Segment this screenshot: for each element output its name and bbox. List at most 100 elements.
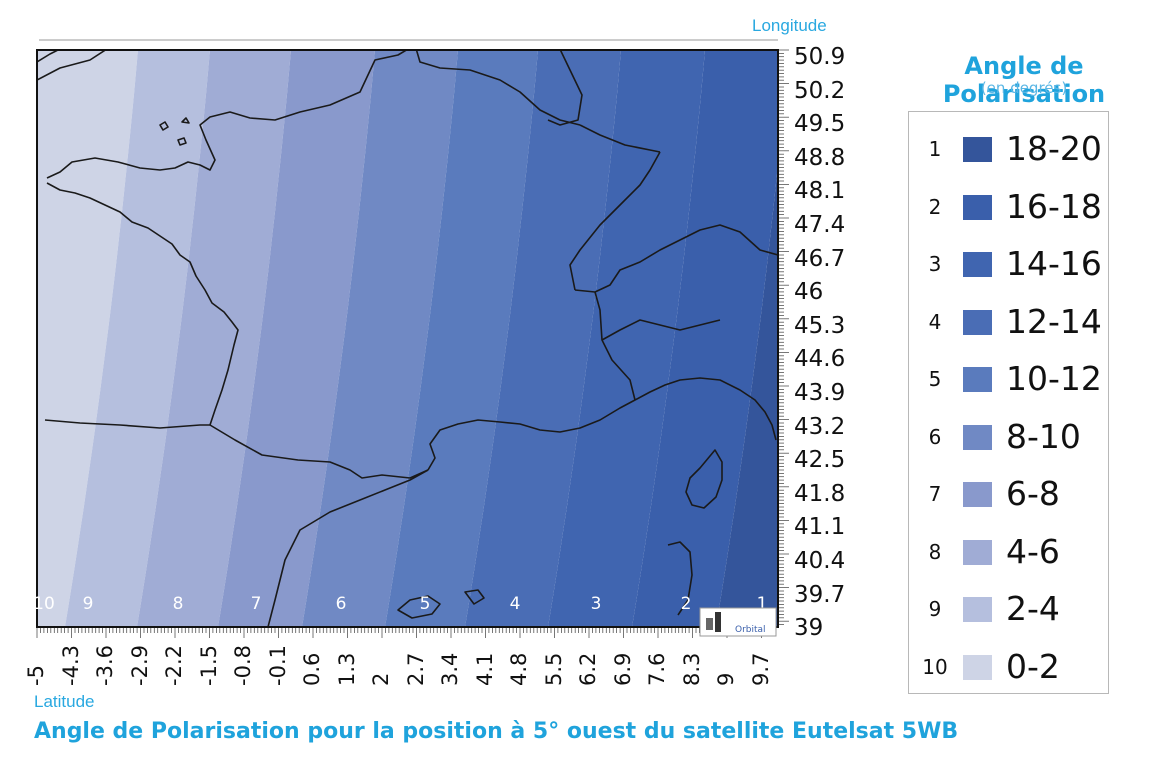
longitude-tick-label: 50.2	[794, 77, 846, 104]
belgium-border	[547, 50, 583, 126]
latitude-tick-label: -0.8	[231, 645, 255, 686]
latitude-tick-label: -0.1	[265, 645, 290, 686]
legend-item: 2 16-18	[909, 187, 1109, 227]
latitude-tick-label: -1.5	[196, 645, 221, 686]
alps-border	[601, 319, 721, 341]
longitude-tick-label: 48.1	[794, 178, 846, 205]
longitude-tick-label: 43.9	[794, 380, 846, 406]
orbital-logo: Orbital	[699, 607, 777, 637]
legend-item-range: 8-10	[1006, 416, 1081, 456]
channel-island	[177, 137, 187, 146]
longitude-tick-label: 39	[794, 615, 824, 642]
latitude-tick-label: 3.4	[438, 652, 462, 686]
zone-label: 10	[33, 594, 55, 614]
legend-color-swatch	[963, 252, 992, 277]
coastline-borders	[37, 50, 778, 627]
legend-item-number: 10	[922, 654, 948, 679]
latitude-tick-label: 1.3	[334, 652, 359, 686]
legend-item: 10 0-2	[909, 647, 1109, 687]
zone-label: 9	[83, 594, 94, 614]
longitude-tick-label: 49.5	[794, 111, 846, 138]
latitude-tick-label: 6.2	[576, 652, 600, 686]
legend-item-range: 12-14	[1006, 301, 1102, 341]
legend-item-number: 2	[928, 194, 942, 219]
legend-item-number: 3	[928, 252, 942, 276]
brittany-coast	[46, 182, 239, 426]
legend-color-swatch	[963, 482, 992, 507]
axis-ticks	[36, 49, 789, 638]
legend-item: 5 10-12	[909, 359, 1109, 399]
legend-item: 4 12-14	[909, 302, 1109, 342]
latitude-tick-label: -2.9	[127, 645, 152, 686]
legend-item-range: 14-16	[1006, 244, 1102, 283]
sardinia	[667, 541, 693, 616]
legend-color-swatch	[963, 367, 992, 392]
zone-label: 4	[510, 594, 521, 614]
polarisation-zone-7	[217, 50, 375, 627]
channel-island	[159, 121, 169, 131]
longitude-tick-label: 45.3	[794, 312, 846, 339]
france-coastline	[415, 50, 581, 126]
longitude-tick-label: 41.1	[794, 514, 846, 541]
france-med-coast	[427, 377, 777, 471]
france-spain-border	[209, 424, 429, 479]
legend-item: 3 14-16	[909, 244, 1109, 284]
uk-coastline-west	[37, 50, 60, 63]
legend-item: 9 2-4	[909, 589, 1109, 629]
zone-label: 5	[420, 594, 431, 614]
luxembourg-border	[579, 124, 661, 153]
spain-north-coast	[44, 419, 210, 429]
italy-border	[594, 291, 636, 401]
legend-title: Angle de Polarisation	[942, 52, 1106, 108]
latitude-tick-label: -5	[24, 665, 48, 686]
legend-item-number: 4	[928, 309, 942, 334]
legend-item-range: 10-12	[1006, 359, 1102, 398]
longitude-tick-label: 50.9	[794, 44, 846, 70]
switzerland-border	[574, 224, 778, 293]
legend-item-number: 7	[928, 482, 942, 506]
legend-item-range: 0-2	[1006, 646, 1060, 686]
germany-border	[569, 151, 661, 291]
longitude-tick-label: 48.8	[794, 144, 846, 171]
longitude-tick-label: 42.5	[794, 447, 846, 474]
legend-item-range: 4-6	[1006, 531, 1060, 571]
channel-island	[181, 117, 190, 124]
legend-item: 7 6-8	[909, 474, 1109, 514]
longitude-tick-label: 46.7	[794, 245, 846, 272]
polarisation-zone-1	[715, 164, 778, 627]
polarisation-zone-3	[547, 50, 705, 627]
uk-coastline	[37, 50, 107, 81]
latitude-tick-label: -3.6	[93, 645, 117, 686]
legend-item: 8 4-6	[909, 532, 1109, 572]
polarisation-zone-10	[37, 50, 138, 627]
longitude-tick-label: 40.4	[794, 548, 846, 574]
legend-item-number: 8	[928, 539, 942, 564]
legend-item-number: 5	[928, 367, 942, 391]
legend-item-number: 6	[928, 424, 942, 449]
polarisation-zone-6	[301, 50, 458, 627]
latitude-tick-label: 4.8	[507, 652, 531, 686]
latitude-tick-label: 4.1	[472, 652, 497, 686]
legend-color-swatch	[963, 309, 992, 335]
legend-item-range: 18-20	[1006, 129, 1102, 168]
longitude-tick-label: 41.8	[794, 480, 846, 507]
latitude-tick-label: 9.7	[748, 652, 773, 686]
latitude-tick-label: 0.6	[300, 652, 324, 686]
legend-item-range: 16-18	[1006, 186, 1102, 226]
latitude-axis-title: Latitude	[34, 692, 95, 711]
legend: 1 18-20 2 16-18 3 14-16 4 12-14 5 10-12 6 8-10 7 6-8 8…	[908, 111, 1109, 694]
zone-labels: 10 9 8 7 6 5 4 3 2 1	[33, 594, 767, 614]
zone-label: 7	[251, 594, 262, 614]
latitude-tick-label: 2.7	[403, 652, 428, 686]
latitude-tick-label: 7.6	[645, 652, 669, 686]
latitude-tick-label: 2	[369, 672, 393, 686]
legend-item: 1 18-20	[909, 129, 1109, 169]
legend-color-swatch	[963, 424, 992, 450]
polarisation-zone-2	[631, 50, 778, 627]
longitude-tick-label: 43.2	[794, 413, 846, 440]
longitude-axis-title: Longitude	[752, 16, 827, 35]
legend-color-swatch	[963, 194, 992, 220]
normandy-coast	[46, 50, 409, 179]
map-frame	[36, 49, 779, 628]
legend-color-swatch	[963, 654, 992, 680]
